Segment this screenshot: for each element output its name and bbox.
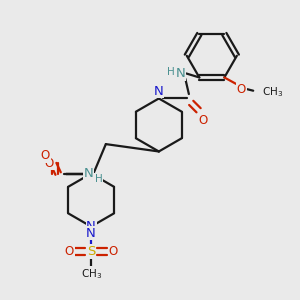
- Text: O: O: [41, 149, 50, 162]
- Text: CH$_3$: CH$_3$: [262, 85, 283, 99]
- Text: N: N: [86, 220, 96, 233]
- Text: O: O: [65, 245, 74, 258]
- Text: O: O: [108, 245, 118, 258]
- Text: H: H: [94, 174, 102, 184]
- Text: N: N: [86, 226, 96, 239]
- Text: O: O: [198, 114, 208, 127]
- Text: N: N: [154, 85, 164, 98]
- Text: S: S: [87, 245, 95, 258]
- Text: O: O: [45, 157, 54, 170]
- Text: O: O: [237, 83, 246, 96]
- Text: H: H: [167, 67, 175, 77]
- Text: N: N: [176, 67, 186, 80]
- Text: CH$_3$: CH$_3$: [80, 267, 102, 280]
- Text: N: N: [83, 167, 93, 180]
